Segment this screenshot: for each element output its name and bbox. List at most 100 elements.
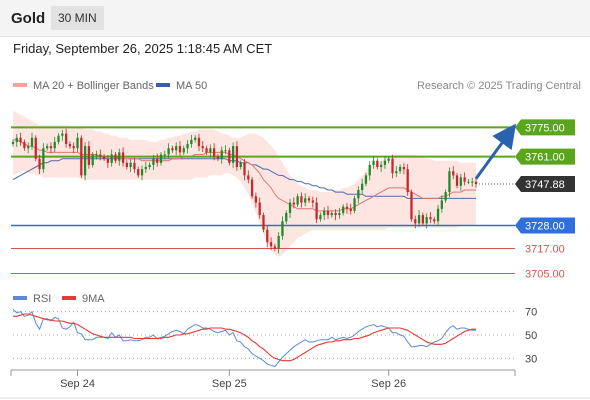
candle bbox=[338, 207, 341, 219]
level-tag-3775.00: 3775.00 bbox=[515, 119, 575, 136]
candle bbox=[425, 213, 428, 229]
candle bbox=[76, 132, 79, 152]
candle-body bbox=[42, 148, 45, 170]
candle-body bbox=[186, 144, 189, 149]
candle-body bbox=[361, 183, 364, 190]
candle bbox=[247, 170, 250, 184]
candle bbox=[376, 158, 379, 170]
candle bbox=[46, 143, 49, 151]
interval-selector[interactable]: 30 MIN bbox=[51, 6, 104, 30]
candle bbox=[239, 160, 242, 170]
candle bbox=[455, 172, 459, 189]
candle bbox=[220, 146, 223, 164]
candle bbox=[231, 142, 235, 168]
candle-body bbox=[148, 164, 151, 168]
x-tick-label: Sep 24 bbox=[60, 378, 95, 390]
legend-ma50: MA 50 bbox=[156, 80, 207, 92]
candle-body bbox=[243, 162, 246, 176]
legend-ma50-swatch bbox=[156, 83, 170, 88]
candle bbox=[159, 151, 163, 166]
candle bbox=[83, 142, 87, 181]
candle bbox=[228, 147, 231, 166]
candle-body bbox=[262, 215, 265, 230]
candle-body bbox=[209, 148, 212, 153]
candle-body bbox=[421, 215, 425, 224]
candle bbox=[125, 160, 128, 170]
candle-body bbox=[444, 192, 447, 201]
legend-9ma: 9MA bbox=[62, 293, 105, 305]
candle-body bbox=[247, 175, 250, 180]
candle-body bbox=[402, 167, 406, 170]
candle bbox=[201, 141, 204, 152]
candle bbox=[471, 177, 474, 187]
candle-body bbox=[448, 171, 451, 193]
candle-body bbox=[364, 175, 368, 184]
level-tag-3747.88: 3747.88 bbox=[515, 175, 575, 192]
candle bbox=[364, 172, 368, 187]
candle bbox=[182, 145, 185, 155]
candle bbox=[342, 204, 345, 216]
candle-body bbox=[30, 137, 34, 147]
candle bbox=[15, 134, 18, 147]
candle bbox=[72, 142, 75, 154]
candle-body bbox=[436, 208, 440, 222]
candle-body bbox=[467, 181, 470, 183]
candle bbox=[197, 134, 201, 152]
candle-body bbox=[23, 141, 26, 149]
candle bbox=[417, 210, 421, 228]
top-bar: Gold 30 MIN bbox=[0, 0, 590, 37]
candle-body bbox=[228, 150, 231, 163]
candle-body bbox=[80, 137, 83, 176]
rsi-tick-label: 70 bbox=[525, 307, 537, 319]
legend-9ma-swatch bbox=[62, 296, 76, 301]
candle-body bbox=[304, 198, 307, 203]
candle bbox=[433, 216, 436, 224]
candle-body bbox=[239, 162, 242, 168]
candle-body bbox=[235, 146, 239, 168]
candle bbox=[277, 232, 280, 254]
candle bbox=[19, 132, 22, 146]
level-label: 3728.00 bbox=[525, 221, 565, 233]
candle bbox=[30, 132, 34, 150]
candle bbox=[330, 210, 333, 218]
candle-body bbox=[114, 154, 117, 161]
candle bbox=[205, 145, 208, 155]
candle bbox=[296, 193, 299, 208]
legend-rsi-label: RSI bbox=[33, 293, 52, 305]
candle-body bbox=[455, 175, 459, 186]
candle-body bbox=[459, 177, 462, 186]
candle bbox=[436, 205, 440, 227]
candle-body bbox=[338, 212, 341, 216]
candle-body bbox=[205, 148, 208, 153]
candle bbox=[95, 150, 98, 160]
candle bbox=[57, 133, 60, 145]
legend-ma50-label: MA 50 bbox=[176, 80, 208, 92]
candle bbox=[64, 128, 68, 148]
candle bbox=[178, 141, 182, 157]
candle-body bbox=[342, 206, 345, 213]
legend-ma20: MA 20 + Bollinger Bands bbox=[13, 80, 154, 92]
level-label: 3717.00 bbox=[525, 243, 565, 255]
price-chart: 3775.00 3761.00 3747.88 3728.00 3717.00 3705.… bbox=[11, 110, 575, 281]
candle bbox=[114, 151, 117, 164]
x-tick-label: Sep 26 bbox=[371, 378, 406, 390]
candle bbox=[53, 136, 56, 152]
candle bbox=[459, 173, 462, 191]
candle bbox=[235, 141, 239, 171]
candle-body bbox=[330, 212, 333, 216]
candle-body bbox=[61, 133, 64, 136]
candle bbox=[452, 166, 455, 180]
research-credit: Research © 2025 Trading Central bbox=[416, 80, 581, 92]
level-tag-bg bbox=[515, 119, 575, 136]
legend-rsi-swatch bbox=[13, 296, 27, 301]
candle-body bbox=[106, 158, 110, 163]
candle-body bbox=[368, 164, 371, 176]
candle-body bbox=[353, 198, 356, 211]
candle bbox=[326, 205, 330, 219]
instrument-title: Gold bbox=[11, 10, 46, 27]
x-tick-label: Sep 25 bbox=[212, 378, 247, 390]
candle bbox=[42, 143, 45, 173]
candle-body bbox=[474, 181, 478, 184]
candle-body bbox=[91, 154, 94, 165]
